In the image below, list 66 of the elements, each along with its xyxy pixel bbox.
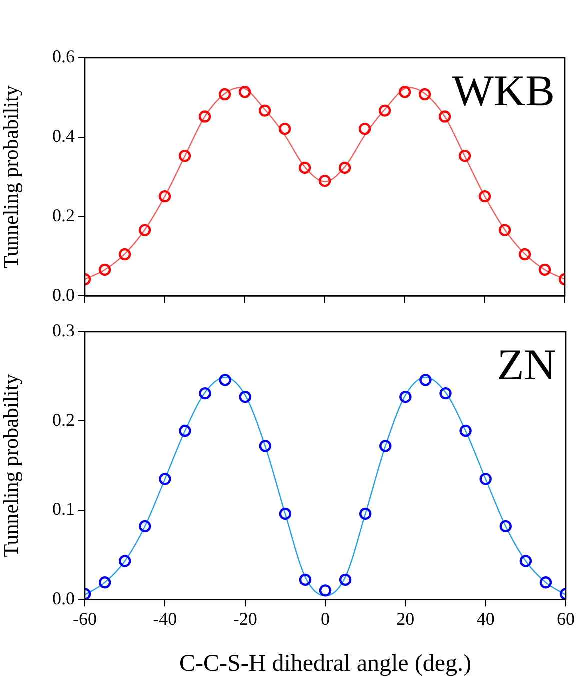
- point: [498, 224, 512, 236]
- point: [118, 555, 132, 568]
- point: [239, 391, 252, 404]
- y-tick-label: 0.1: [52, 499, 75, 520]
- point: [518, 248, 532, 261]
- point: [319, 584, 332, 597]
- point: [178, 150, 192, 162]
- point: [440, 387, 452, 400]
- x-tick-label: -60: [73, 609, 97, 630]
- point: [418, 88, 432, 101]
- point: [478, 190, 492, 203]
- point: [179, 424, 192, 438]
- point: [398, 86, 412, 98]
- point: [158, 190, 172, 203]
- point: [259, 440, 272, 452]
- annotation: ZN: [497, 340, 556, 390]
- point: [380, 440, 392, 452]
- x-tick-label: 40: [476, 609, 495, 630]
- y-tick-label: 0.3: [52, 320, 75, 341]
- point: [159, 473, 172, 486]
- point: [298, 162, 312, 174]
- x-tick-label: 0: [321, 609, 330, 630]
- y-tick-label: 0.2: [52, 410, 75, 430]
- point: [278, 122, 292, 136]
- point: [540, 576, 552, 589]
- point: [500, 520, 512, 533]
- point: [258, 104, 272, 117]
- point: [118, 248, 132, 261]
- y-tick-label: 0.0: [52, 284, 75, 305]
- point: [480, 473, 492, 486]
- point: [219, 374, 232, 386]
- point: [438, 110, 452, 123]
- y-tick-label: 0.0: [52, 588, 75, 608]
- point: [538, 264, 552, 276]
- point: [338, 162, 352, 174]
- point: [138, 224, 152, 236]
- point: [339, 574, 352, 586]
- point: [378, 104, 392, 117]
- point: [139, 520, 152, 533]
- point: [198, 110, 212, 123]
- point: [460, 424, 472, 438]
- point: [299, 574, 312, 586]
- point: [520, 555, 532, 568]
- y-axis-title: Tunneling probability: [0, 374, 24, 558]
- x-tick-label: -20: [233, 609, 258, 630]
- point: [358, 122, 372, 136]
- point: [199, 387, 212, 400]
- x-axis-title: C-C-S-H dihedral angle (deg.): [180, 650, 472, 677]
- point: [420, 374, 432, 386]
- y-tick-label: 0.6: [52, 46, 75, 67]
- annotation: WKB: [452, 66, 555, 116]
- y-tick-label: 0.2: [52, 206, 75, 226]
- x-tick-label: -40: [153, 609, 178, 630]
- point: [98, 576, 112, 589]
- point: [238, 86, 252, 98]
- point: [279, 508, 292, 520]
- point: [318, 174, 332, 188]
- point: [218, 88, 232, 101]
- x-tick-label: 60: [557, 609, 575, 630]
- point: [98, 264, 112, 276]
- x-tick-label: 20: [396, 609, 415, 630]
- y-tick-label: 0.4: [52, 126, 75, 146]
- y-axis-title: Tunneling probability: [0, 85, 24, 269]
- point: [400, 391, 412, 404]
- point: [458, 150, 472, 162]
- point: [359, 508, 372, 520]
